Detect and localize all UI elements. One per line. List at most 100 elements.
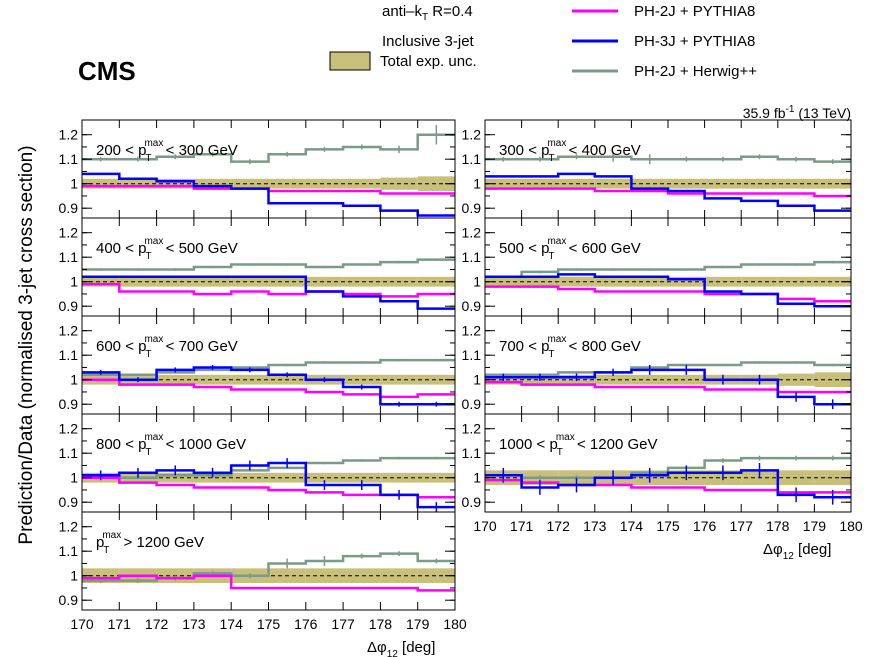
band-bin bbox=[343, 374, 381, 385]
x-axis-label: Δφ12 [deg] bbox=[367, 639, 435, 657]
series-ph2j_hw bbox=[82, 456, 455, 479]
panel-label-pre: 400 < p bbox=[96, 240, 146, 257]
lumi-value: 35.9 fb bbox=[743, 105, 786, 121]
x-tick-label: 170 bbox=[70, 616, 94, 632]
band-bin bbox=[231, 178, 269, 189]
panel-1: 0.9 1 1.1 1.2 300 < pmax T < 400 GeV bbox=[462, 119, 852, 219]
y-tick-label: 0.9 bbox=[462, 298, 482, 314]
panel-label: 200 < pmax T < 300 GeV bbox=[96, 138, 238, 164]
panel-label: 600 < pmax T < 700 GeV bbox=[96, 334, 238, 360]
legend-label-band: Total exp. unc. bbox=[380, 53, 477, 70]
lumi-sup: -1 bbox=[786, 104, 795, 115]
band-bin bbox=[231, 374, 269, 385]
panel-8: 0.9 1 1.1 1.2 pmax T > 1200 GeV bbox=[59, 511, 456, 611]
jet-algo-sub: T bbox=[422, 12, 428, 23]
pt-sup: max bbox=[547, 334, 566, 345]
band-bin bbox=[193, 178, 232, 189]
x-label-sub: 12 bbox=[387, 649, 399, 657]
band-bin bbox=[343, 568, 381, 584]
x-tick-label: 176 bbox=[693, 518, 717, 534]
pt-sup: max bbox=[144, 236, 163, 247]
pt-sub: T bbox=[145, 349, 151, 360]
panel-label-pre: 300 < p bbox=[499, 142, 549, 159]
panel-frame bbox=[484, 217, 852, 317]
pt-sub: T bbox=[548, 251, 554, 262]
panel-5: 0.9 1 1.1 1.2 700 < pmax T < 800 GeV bbox=[462, 315, 852, 415]
panel-label: pmax T > 1200 GeV bbox=[96, 530, 204, 556]
y-tick-label: 1.2 bbox=[462, 421, 482, 437]
x-label-main: Δφ bbox=[367, 639, 387, 656]
series-ph2j_py8 bbox=[82, 378, 455, 399]
x-tick-label: 179 bbox=[803, 518, 827, 534]
y-tick-label: 0.9 bbox=[462, 200, 482, 216]
panel-label: 500 < pmax T < 600 GeV bbox=[499, 236, 641, 262]
x-axis-label: Δφ12 [deg] bbox=[763, 541, 831, 562]
legend-label-ph2j_hw: PH-2J + Herwig++ bbox=[634, 63, 757, 80]
series-ph3j_py8 bbox=[82, 461, 455, 509]
pt-sub: T bbox=[145, 251, 151, 262]
pt-sup: max bbox=[556, 432, 575, 443]
y-tick-label: 1.2 bbox=[59, 421, 79, 437]
series-ph3j_py8 bbox=[485, 273, 851, 308]
pt-sup: max bbox=[547, 138, 566, 149]
panel-label-pre: 700 < p bbox=[499, 338, 549, 355]
x-axis-col-0: 170 171 172 173 174 175 176 177 178 179 180 Δφ12 [d… bbox=[70, 616, 467, 657]
x-tick-label: 176 bbox=[294, 616, 318, 632]
y-tick-label: 1 bbox=[473, 274, 481, 290]
legend-swatch-band bbox=[329, 51, 371, 71]
panel-0: 0.9 1 1.1 1.2 200 < pmax T < 300 GeV bbox=[59, 119, 456, 219]
x-tick-label: 171 bbox=[510, 518, 534, 534]
band-bin bbox=[305, 568, 344, 584]
y-tick-label: 0.9 bbox=[59, 298, 79, 314]
band-bin bbox=[305, 178, 344, 189]
pt-sub: T bbox=[548, 349, 554, 360]
band-bin bbox=[305, 472, 344, 483]
selection-text: Inclusive 3-jet bbox=[382, 33, 475, 50]
band-bin bbox=[417, 276, 455, 287]
y-tick-label: 1.1 bbox=[462, 347, 482, 363]
panel-frame bbox=[81, 511, 456, 611]
series-ph2j_hw bbox=[82, 258, 455, 271]
panel-label-pre: p bbox=[96, 534, 104, 551]
band-bin bbox=[417, 176, 455, 192]
y-tick-label: 0.9 bbox=[59, 494, 79, 510]
y-tick-label: 1.2 bbox=[462, 323, 482, 339]
y-tick-label: 0.9 bbox=[59, 396, 79, 412]
energy-value: (13 TeV) bbox=[794, 105, 851, 121]
y-tick-label: 1.1 bbox=[59, 347, 79, 363]
y-tick-label: 1.2 bbox=[59, 225, 79, 241]
x-tick-label: 175 bbox=[257, 616, 281, 632]
band-bin bbox=[231, 472, 269, 483]
panel-2: 0.9 1 1.1 1.2 400 < pmax T < 500 GeV bbox=[59, 217, 456, 317]
panel-label-tail: < 500 GeV bbox=[161, 240, 237, 257]
panel-label: 700 < pmax T < 800 GeV bbox=[499, 334, 641, 360]
pt-sub: T bbox=[145, 153, 151, 164]
band-bin bbox=[704, 178, 742, 189]
y-tick-label: 1.2 bbox=[462, 225, 482, 241]
panel-label-pre: 500 < p bbox=[499, 240, 549, 257]
pt-sub: T bbox=[103, 545, 109, 556]
y-tick-label: 1 bbox=[473, 176, 481, 192]
panel-label-tail: > 1200 GeV bbox=[119, 534, 204, 551]
pt-sup: max bbox=[102, 530, 121, 541]
x-tick-label: 171 bbox=[108, 616, 132, 632]
x-tick-label: 179 bbox=[406, 616, 430, 632]
x-label-unit: [deg] bbox=[398, 639, 436, 656]
band-bin bbox=[704, 276, 742, 287]
x-tick-label: 175 bbox=[656, 518, 680, 534]
x-tick-label: 172 bbox=[547, 518, 571, 534]
legend: Total exp. unc. PH-2J + PYTHIA8 PH-3J + PY… bbox=[329, 3, 757, 80]
band-bin bbox=[82, 276, 120, 287]
panel-6: 0.9 1 1.1 1.2 800 < pmax T < 1000 GeV bbox=[59, 413, 456, 513]
band-bin bbox=[305, 276, 344, 287]
cms-logo: CMS bbox=[78, 56, 136, 86]
pt-sub: T bbox=[557, 447, 563, 458]
panel-label-tail: < 1200 GeV bbox=[573, 436, 658, 453]
series-ph2j_hw bbox=[82, 133, 455, 163]
x-tick-label: 174 bbox=[620, 518, 644, 534]
band-bin bbox=[119, 276, 157, 287]
y-tick-label: 0.9 bbox=[462, 396, 482, 412]
y-tick-label: 1 bbox=[70, 274, 78, 290]
y-tick-label: 1.1 bbox=[59, 445, 79, 461]
